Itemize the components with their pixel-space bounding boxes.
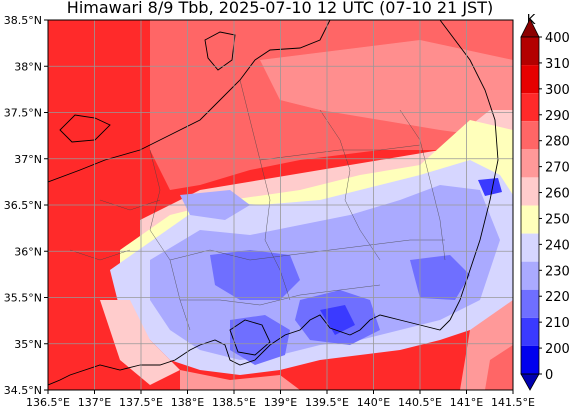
- prefecture-borders: [69, 79, 446, 331]
- x-axis: 136.5°E 137°E 137.5°E 138°E 138.5°E 139°E 139.…: [26, 390, 535, 409]
- colorbar: K 400 310 300 290 280 270 260 250 240 230 220 210 20…: [520, 13, 570, 391]
- colorbar-extend-top: [520, 18, 540, 38]
- y-tick-label: 38°N: [14, 60, 42, 73]
- colorbar-swatch: [521, 177, 539, 206]
- colorbar-swatch: [521, 261, 539, 290]
- colorbar-swatch: [521, 37, 539, 66]
- y-tick-label: 34.5°N: [4, 384, 42, 397]
- colorbar-tick-label: 250: [545, 212, 570, 227]
- colorbar-tick-label: 230: [545, 264, 570, 279]
- colorbar-swatch: [521, 317, 539, 346]
- colorbar-extend-bottom: [520, 373, 540, 391]
- colorbar-swatch: [521, 345, 539, 374]
- colorbar-swatch: [521, 233, 539, 262]
- y-tick-label: 36.5°N: [4, 199, 42, 212]
- colorbar-frame: [520, 36, 540, 375]
- colorbar-tick-label: 300: [545, 83, 570, 98]
- colorbar-tick-label: 310: [545, 57, 570, 72]
- colorbar-tick-label: 280: [545, 135, 570, 150]
- y-tick-label: 35.5°N: [4, 292, 42, 305]
- y-tick-label: 37.5°N: [4, 107, 42, 120]
- graticule: [48, 20, 513, 390]
- colorbar-swatch: [521, 149, 539, 178]
- x-tick-label: 139.5°E: [305, 396, 349, 409]
- colorbar-tick-label: 210: [545, 316, 570, 331]
- y-tick-label: 36°N: [14, 245, 42, 258]
- colorbar-tick-label: 0: [545, 368, 553, 383]
- y-axis: 38.5°N 38°N 37.5°N 37°N 36.5°N 36°N 35.5°N 35°N…: [4, 14, 48, 397]
- colorbar-tick-label: 240: [545, 238, 570, 253]
- x-tick-label: 140°E: [357, 396, 390, 409]
- colorbar-swatch: [521, 65, 539, 94]
- colorbar-tick-label: 270: [545, 161, 570, 176]
- colorbar-swatch: [521, 121, 539, 150]
- x-tick-label: 136.5°E: [26, 396, 70, 409]
- x-tick-label: 138.5°E: [212, 396, 256, 409]
- colorbar-tick-label: 260: [545, 187, 570, 202]
- x-tick-label: 141.5°E: [491, 396, 535, 409]
- x-tick-label: 139°E: [264, 396, 297, 409]
- map-title: Himawari 8/9 Tbb, 2025-07-10 12 UTC (07-…: [67, 0, 493, 17]
- x-tick-label: 140.5°E: [398, 396, 442, 409]
- colorbar-tick-label: 290: [545, 109, 570, 124]
- colorbar-tick-label: 200: [545, 342, 570, 357]
- y-tick-label: 37°N: [14, 153, 42, 166]
- x-tick-label: 137°E: [78, 396, 111, 409]
- y-tick-label: 35°N: [14, 338, 42, 351]
- x-tick-label: 138°E: [171, 396, 204, 409]
- colorbar-tick-label: 400: [545, 31, 570, 46]
- colorbar-swatch: [521, 205, 539, 234]
- colorbar-swatch: [521, 289, 539, 318]
- colorbar-swatch: [521, 93, 539, 122]
- colorbar-tick-label: 220: [545, 290, 570, 305]
- y-tick-label: 38.5°N: [4, 14, 42, 27]
- x-tick-label: 141°E: [450, 396, 483, 409]
- colorbar-unit: K: [527, 13, 536, 28]
- x-tick-label: 137.5°E: [119, 396, 163, 409]
